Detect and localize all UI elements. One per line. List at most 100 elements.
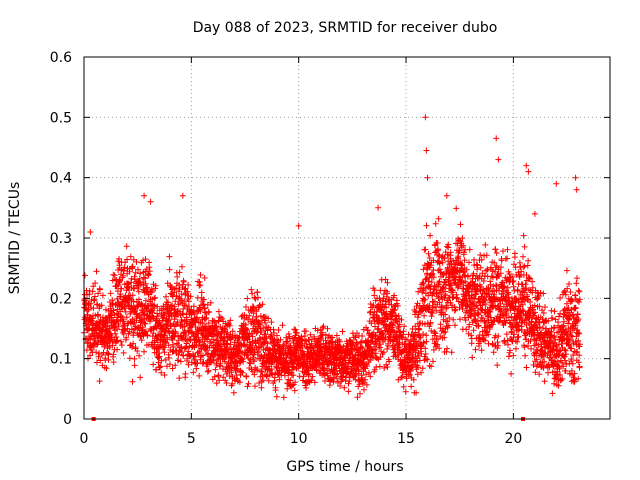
data-point bbox=[185, 361, 192, 368]
data-point bbox=[283, 354, 290, 361]
data-point bbox=[163, 293, 169, 300]
data-point bbox=[291, 387, 298, 394]
data-point bbox=[143, 328, 150, 335]
data-point bbox=[175, 351, 182, 358]
data-point bbox=[120, 318, 127, 325]
data-point bbox=[246, 359, 253, 366]
data-point bbox=[230, 389, 237, 396]
data-point bbox=[257, 321, 264, 328]
data-point bbox=[205, 367, 212, 374]
data-point bbox=[90, 297, 97, 304]
data-point bbox=[123, 314, 130, 321]
data-point bbox=[87, 352, 94, 359]
data-point bbox=[244, 383, 251, 390]
data-point bbox=[172, 362, 179, 369]
data-point bbox=[158, 321, 164, 328]
data-point bbox=[196, 348, 203, 355]
data-point bbox=[112, 330, 119, 337]
data-point bbox=[258, 384, 265, 391]
data-point bbox=[137, 270, 144, 277]
data-point bbox=[183, 332, 189, 339]
data-point bbox=[271, 330, 277, 336]
data-point bbox=[121, 264, 128, 271]
data-point bbox=[96, 378, 103, 385]
data-point bbox=[266, 347, 273, 354]
data-point bbox=[154, 313, 161, 320]
data-point bbox=[251, 349, 258, 356]
data-point bbox=[223, 380, 230, 386]
data-point bbox=[155, 344, 162, 351]
data-point bbox=[221, 358, 228, 365]
data-point bbox=[182, 344, 189, 351]
data-point bbox=[287, 377, 294, 384]
data-point bbox=[93, 268, 100, 275]
data-point bbox=[90, 283, 97, 290]
data-point bbox=[136, 352, 143, 359]
data-point bbox=[265, 377, 272, 384]
data-point bbox=[110, 359, 117, 366]
data-point bbox=[189, 329, 196, 336]
data-point bbox=[129, 263, 136, 270]
data-point bbox=[259, 301, 266, 308]
data-point bbox=[161, 349, 168, 356]
x-axis-title: GPS time / hours bbox=[286, 459, 403, 475]
data-point bbox=[98, 302, 105, 309]
data-point bbox=[145, 271, 152, 278]
data-point bbox=[123, 334, 130, 341]
data-point bbox=[156, 353, 163, 360]
data-point bbox=[150, 361, 157, 368]
y-axis-title: SRMTID / TECUs bbox=[7, 182, 23, 295]
data-point bbox=[117, 312, 124, 319]
data-point bbox=[185, 298, 192, 305]
data-point bbox=[135, 266, 141, 273]
data-point bbox=[229, 328, 236, 335]
data-point bbox=[135, 288, 142, 295]
data-point bbox=[105, 350, 112, 357]
data-point bbox=[191, 356, 198, 363]
data-point bbox=[248, 286, 255, 293]
data-point bbox=[196, 279, 203, 285]
y-tick-label: 0 bbox=[63, 412, 72, 428]
data-point bbox=[89, 288, 96, 295]
data-point bbox=[256, 302, 263, 309]
x-tick-label: 15 bbox=[397, 431, 415, 447]
data-point bbox=[268, 319, 275, 326]
data-point bbox=[272, 387, 279, 394]
data-point bbox=[183, 340, 190, 347]
data-point bbox=[121, 305, 128, 312]
data-point bbox=[187, 293, 194, 300]
data-point bbox=[158, 369, 165, 376]
data-point bbox=[226, 373, 233, 379]
data-point bbox=[185, 281, 192, 288]
data-point bbox=[254, 289, 261, 296]
data-point bbox=[166, 266, 173, 273]
data-point bbox=[279, 322, 286, 329]
data-point bbox=[127, 253, 134, 260]
data-point bbox=[178, 291, 185, 298]
data-point bbox=[166, 354, 172, 361]
data-point bbox=[175, 357, 182, 364]
data-point bbox=[154, 303, 161, 310]
data-point bbox=[200, 352, 206, 359]
data-point bbox=[190, 303, 197, 310]
data-point bbox=[200, 359, 207, 366]
data-point bbox=[92, 337, 99, 344]
data-point bbox=[154, 310, 161, 317]
data-point bbox=[152, 282, 159, 289]
data-point bbox=[158, 357, 165, 364]
data-point bbox=[131, 285, 138, 292]
data-point bbox=[131, 362, 138, 369]
data-point bbox=[176, 375, 183, 382]
data-point bbox=[271, 336, 278, 343]
data-point bbox=[285, 331, 292, 337]
data-point bbox=[216, 377, 223, 384]
data-point bbox=[123, 243, 130, 250]
data-point bbox=[124, 256, 131, 263]
data-point bbox=[82, 272, 88, 279]
data-point bbox=[187, 336, 194, 343]
data-point bbox=[126, 268, 133, 275]
data-point bbox=[244, 295, 251, 302]
data-point bbox=[195, 349, 202, 356]
data-point bbox=[162, 356, 169, 363]
chart-title: Day 088 of 2023, SRMTID for receiver dub… bbox=[193, 20, 498, 36]
